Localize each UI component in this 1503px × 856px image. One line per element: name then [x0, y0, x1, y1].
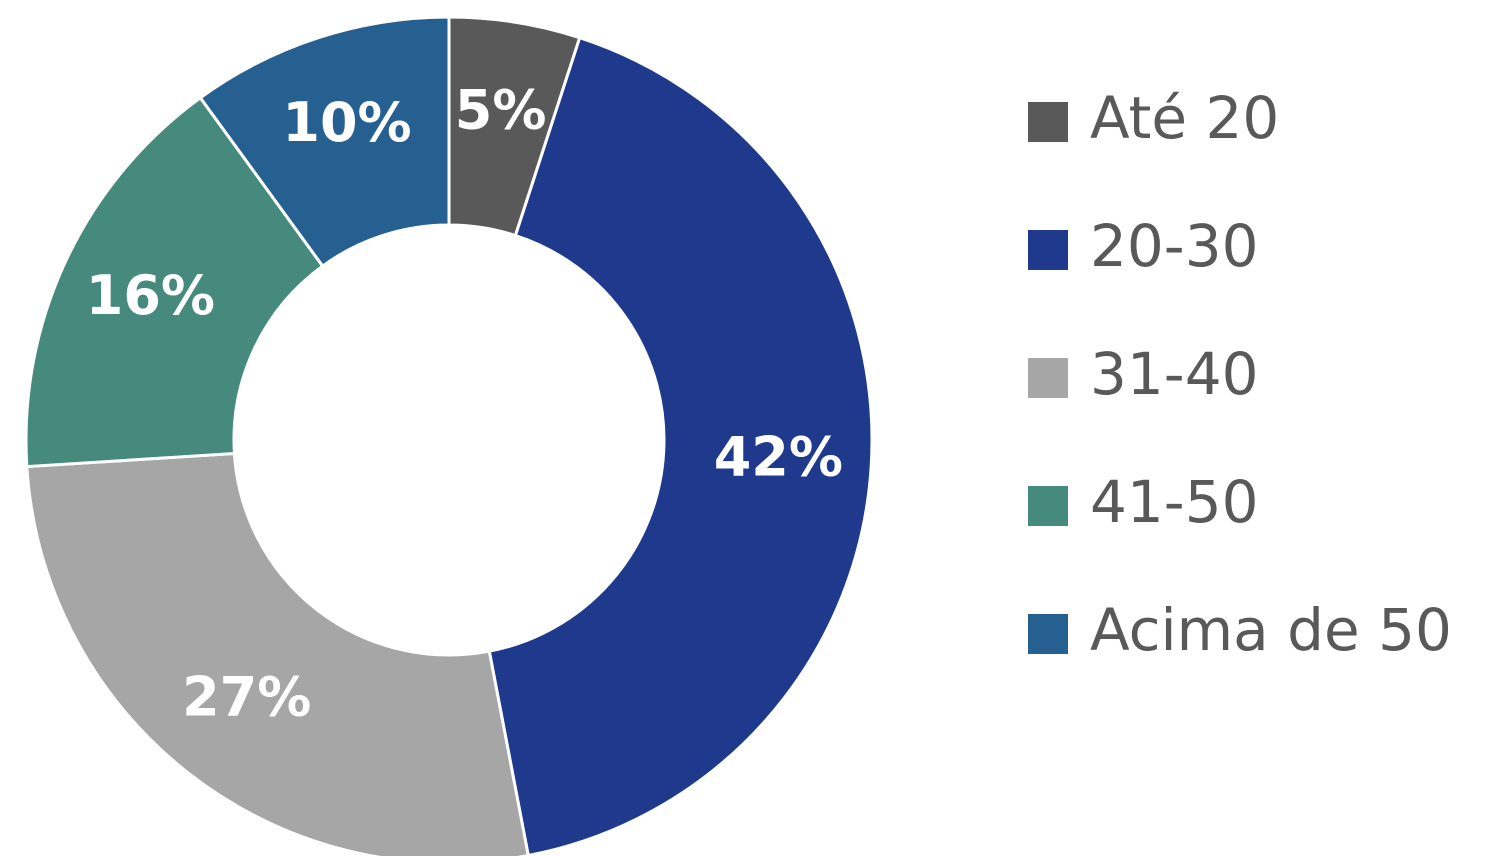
- value-label: 5%: [455, 79, 547, 142]
- legend-swatch: [1028, 102, 1068, 142]
- slice: [198, 15, 451, 269]
- legend-label: Até 20: [1090, 84, 1279, 152]
- value-label: 16%: [86, 264, 215, 327]
- legend-swatch: [1028, 614, 1068, 654]
- slice: [24, 95, 325, 469]
- slice: [487, 35, 874, 856]
- value-label: 42%: [714, 425, 843, 488]
- legend-swatch: [1028, 230, 1068, 270]
- value-label: 10%: [282, 91, 411, 154]
- value-label: 27%: [182, 665, 311, 728]
- legend-swatch: [1028, 486, 1068, 526]
- legend-label: Acima de 50: [1090, 596, 1452, 664]
- legend-label: 20-30: [1090, 212, 1259, 280]
- legend-label: 31-40: [1090, 340, 1259, 408]
- legend-swatch: [1028, 358, 1068, 398]
- legend-label: 41-50: [1090, 468, 1259, 536]
- slice: [25, 451, 530, 856]
